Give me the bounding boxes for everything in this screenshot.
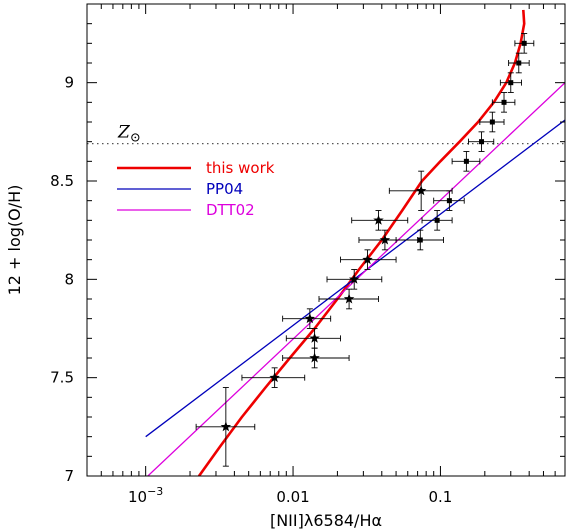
star-point xyxy=(309,332,320,343)
star-point xyxy=(269,372,280,383)
star-point xyxy=(379,234,391,245)
y-axis-title: 12 + log(O/H) xyxy=(5,185,24,296)
series-line-this-work xyxy=(197,9,526,476)
square-point xyxy=(434,217,440,223)
solar-label: Z⊙ xyxy=(117,123,141,146)
x-tick-label: 0.1 xyxy=(429,488,453,506)
plot-frame xyxy=(86,3,566,477)
star-point xyxy=(348,273,360,284)
y-tick-label: 7 xyxy=(64,467,74,485)
y-tick-label: 8 xyxy=(64,270,74,288)
legend-label: this work xyxy=(206,159,275,177)
square-point xyxy=(417,237,423,243)
square-point xyxy=(463,158,469,164)
square-point xyxy=(521,40,527,46)
star-point xyxy=(343,293,355,304)
star-point xyxy=(415,185,427,196)
legend-label: PP04 xyxy=(206,180,243,198)
x-tick-label: 10−3 xyxy=(128,485,163,506)
y-tick-label: 8.5 xyxy=(50,172,74,190)
legend-label: DTT02 xyxy=(206,201,255,219)
star-point xyxy=(220,421,232,432)
star-point xyxy=(373,214,384,225)
star-point xyxy=(309,352,320,363)
square-point xyxy=(446,198,452,204)
x-axis-title: [NII]λ6584/Hα xyxy=(270,511,382,530)
square-point xyxy=(508,80,514,86)
square-point xyxy=(501,99,507,105)
star-point xyxy=(304,313,316,324)
y-tick-label: 7.5 xyxy=(50,369,74,387)
square-point xyxy=(479,139,485,145)
square-point xyxy=(489,119,495,125)
x-tick-label: 0.01 xyxy=(276,488,309,506)
square-point xyxy=(516,60,522,66)
star-point xyxy=(362,254,373,265)
y-tick-label: 9 xyxy=(64,74,74,92)
